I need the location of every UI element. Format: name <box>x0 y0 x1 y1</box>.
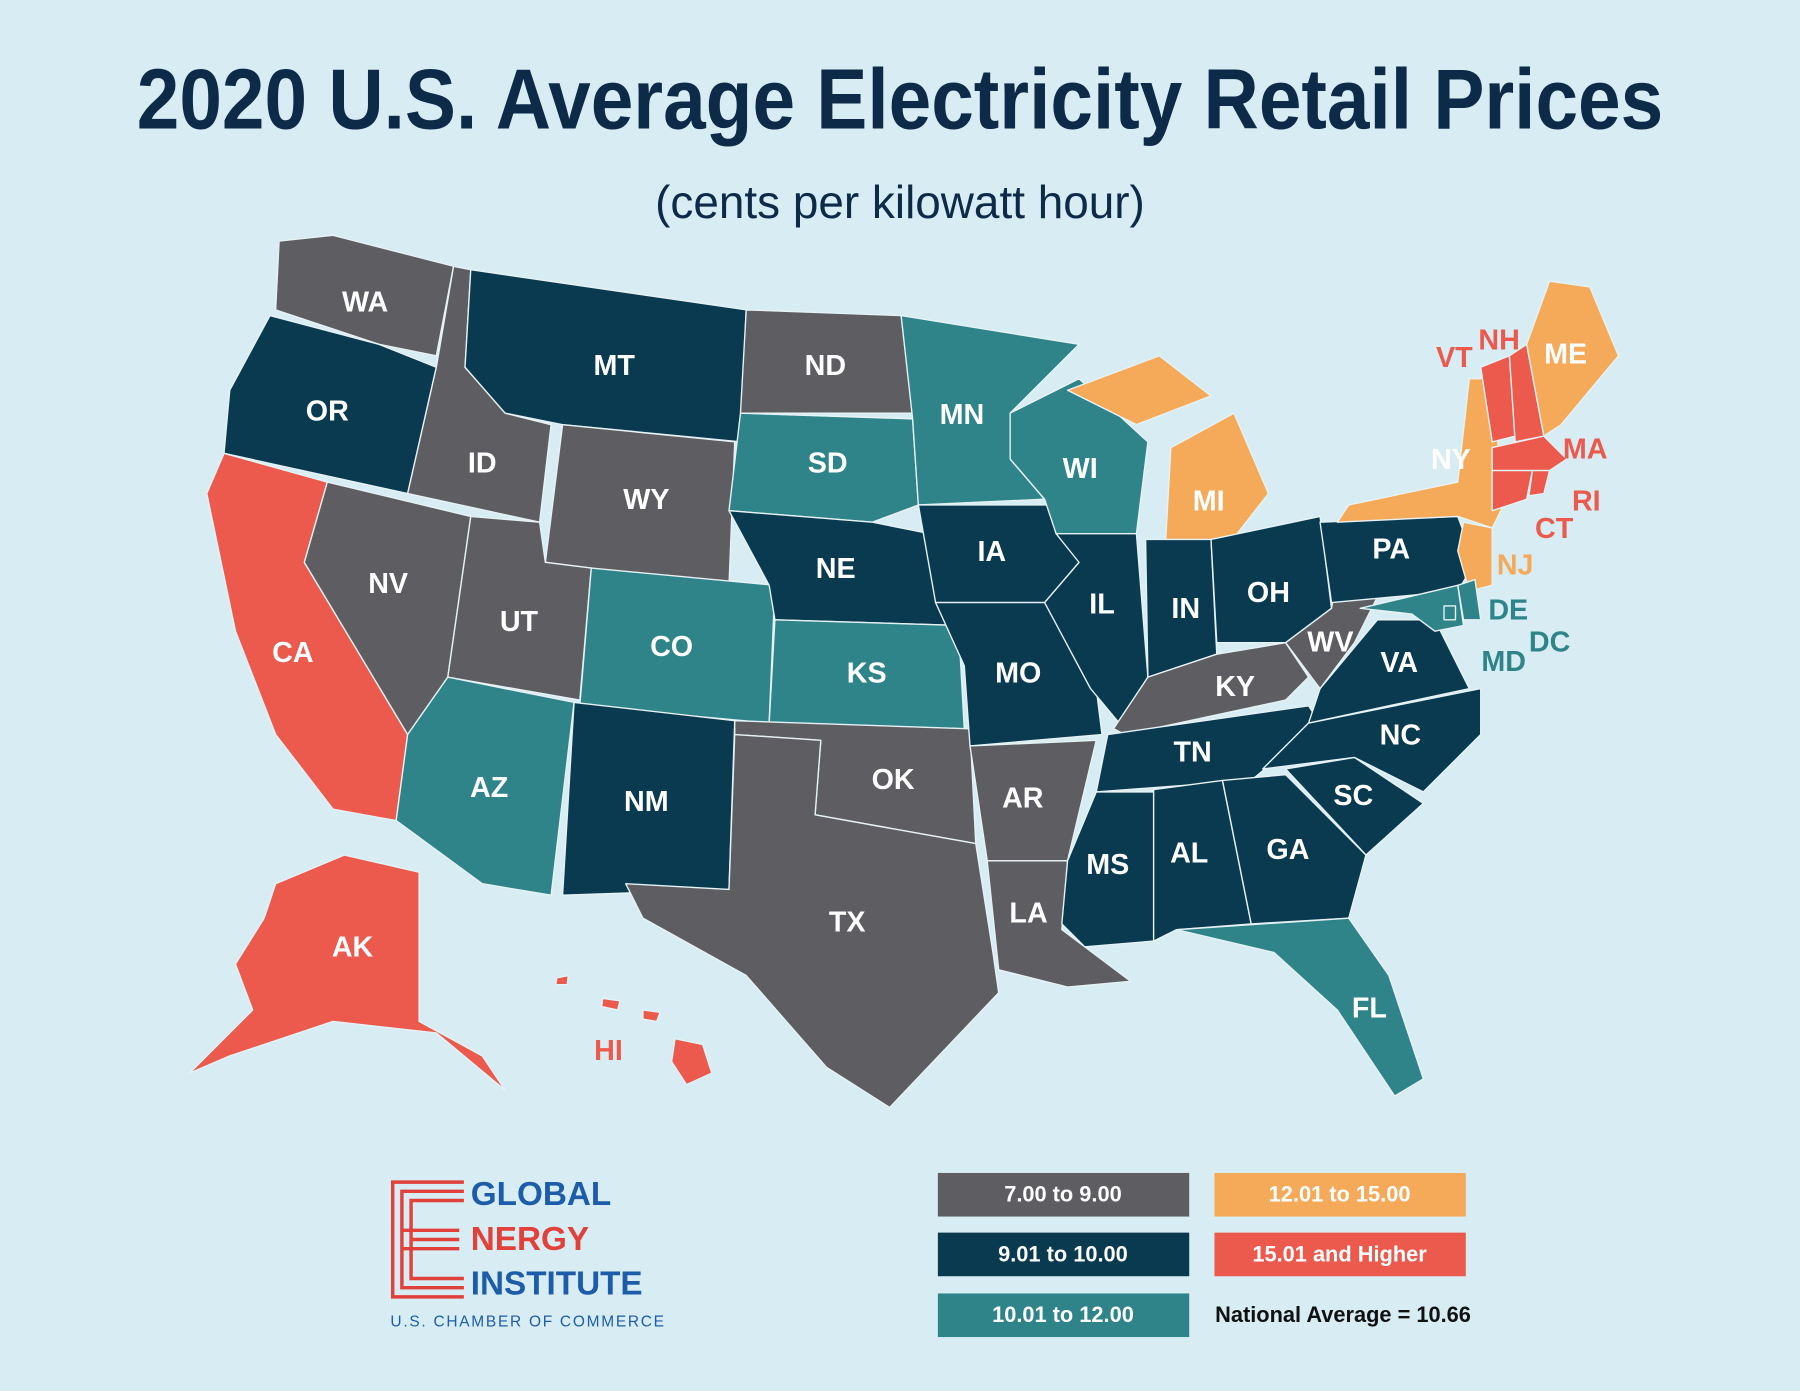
state-label: ID <box>468 447 497 479</box>
state-shape <box>1491 435 1568 472</box>
state-shape <box>1164 412 1270 552</box>
legend-label: 15.01 and Higher <box>1252 1241 1427 1266</box>
state-label: NV <box>368 568 408 600</box>
logo-mark <box>390 1180 464 1299</box>
title: 2020 U.S. Average Electricity Retail Pri… <box>137 52 1663 147</box>
state-label: KY <box>1215 671 1255 703</box>
state-shape <box>1491 469 1534 512</box>
state-label: OR <box>306 396 349 428</box>
state-label: NH <box>1478 325 1519 357</box>
state-label: OH <box>1247 577 1290 609</box>
legend-label: 9.01 to 10.00 <box>998 1241 1128 1266</box>
state-shape <box>274 234 455 357</box>
state-label: WA <box>342 287 388 319</box>
state-label: NC <box>1380 719 1421 751</box>
legend-swatch <box>937 1293 1190 1338</box>
legend-label: 10.01 to 12.00 <box>992 1302 1134 1327</box>
state-label: OK <box>872 764 915 796</box>
state-label: WI <box>1063 453 1098 485</box>
state-label: NE <box>816 553 856 585</box>
state-label: LA <box>1009 897 1047 929</box>
logo-tagline: U.S. CHAMBER OF COMMERCE <box>390 1314 665 1331</box>
state-label: CA <box>272 637 313 669</box>
legend-swatch <box>1214 1172 1466 1217</box>
state-shape <box>625 733 1000 1109</box>
state-label: FL <box>1352 993 1387 1025</box>
state-label: GA <box>1266 834 1309 866</box>
states: WA OR CA ID NV MT WY UT AZ CO NM ND SD NE KS OK TX MN IA MO… <box>188 234 1620 1109</box>
state-label: DC <box>1529 626 1570 658</box>
state-label: VT <box>1436 342 1473 374</box>
logo-line1: GLOBAL <box>471 1176 611 1213</box>
state-label: HI <box>594 1035 623 1067</box>
state-label: AR <box>1002 783 1044 815</box>
state-label: DE <box>1488 594 1528 626</box>
legend-label: 7.00 to 9.00 <box>1004 1182 1122 1207</box>
state-label: AZ <box>470 772 508 804</box>
state-label: WY <box>623 484 669 516</box>
state-shape <box>1066 355 1212 426</box>
state-label: KS <box>847 657 887 689</box>
state-label: CO <box>650 631 693 663</box>
logo: GLOBAL NERGY INSTITUTE U.S. CHAMBER OF C… <box>390 1176 665 1331</box>
state-shape <box>1043 532 1149 724</box>
legend: 7.00 to 9.00 9.01 to 10.00 10.01 to 12.00 1… <box>937 1172 1466 1338</box>
state-label: MO <box>995 657 1041 689</box>
state-label: PA <box>1372 533 1410 565</box>
state-shape <box>1221 774 1367 925</box>
state-label: MD <box>1481 646 1526 678</box>
state-label: WV <box>1307 626 1353 658</box>
state-shape <box>1359 584 1465 632</box>
legend-swatch <box>937 1172 1190 1217</box>
state-shape <box>600 997 621 1011</box>
state-shape <box>188 854 506 1091</box>
state-label: MN <box>940 399 985 431</box>
state-label: MI <box>1193 485 1225 517</box>
state-shape <box>670 1037 713 1086</box>
state-shape <box>1307 619 1470 724</box>
state-label: IA <box>977 536 1006 568</box>
state-label: UT <box>500 606 539 638</box>
logo-line2: NERGY <box>471 1221 589 1258</box>
state-shape <box>1284 756 1425 856</box>
logo-line3: INSTITUTE <box>471 1266 643 1303</box>
state-shape <box>642 1009 661 1023</box>
state-label: NJ <box>1497 550 1534 582</box>
state-label: NY <box>1431 444 1471 476</box>
national-average: National Average = 10.66 <box>1215 1302 1471 1327</box>
state-label: AK <box>332 932 374 964</box>
legend-swatch <box>1214 1232 1466 1277</box>
state-label: TN <box>1174 737 1212 769</box>
state-label: IL <box>1089 589 1115 621</box>
state-shape <box>1175 917 1425 1097</box>
subtitle: (cents per kilowatt hour) <box>655 176 1145 228</box>
legend-label: 12.01 to 15.00 <box>1269 1182 1411 1207</box>
state-label: MS <box>1086 849 1129 881</box>
state-label: AL <box>1170 838 1208 870</box>
state-shape <box>1528 469 1551 497</box>
state-label: SD <box>808 447 848 479</box>
state-label: TX <box>829 906 866 938</box>
legend-swatch <box>937 1232 1190 1277</box>
state-shape <box>1457 521 1493 592</box>
state-label: MT <box>594 350 636 382</box>
state-label: CT <box>1535 513 1574 545</box>
state-label: NM <box>624 786 669 818</box>
state-label: ME <box>1544 338 1587 370</box>
state-label: MA <box>1563 434 1608 466</box>
state-shape <box>555 974 570 986</box>
state-shape <box>728 412 920 523</box>
state-label: ND <box>805 350 846 382</box>
state-label: IN <box>1171 593 1200 625</box>
state-label: VA <box>1380 647 1418 679</box>
state-label: SC <box>1333 780 1373 812</box>
state-shape <box>1443 605 1457 621</box>
state-label: RI <box>1572 485 1601 517</box>
